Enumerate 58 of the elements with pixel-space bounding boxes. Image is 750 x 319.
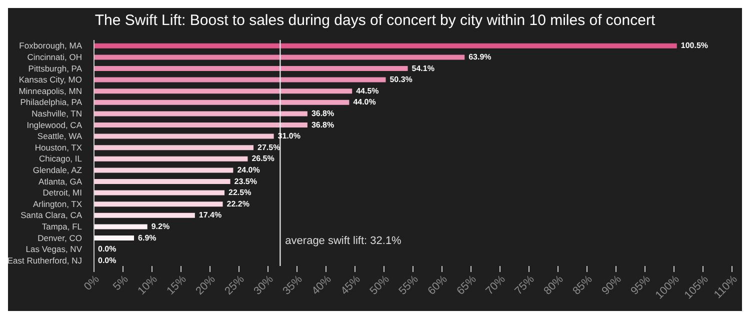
x-tick-label: 90%: [600, 273, 624, 298]
y-tick-label: Santa Clara, CA: [20, 210, 82, 220]
y-tick-label: Cincinnati, OH: [27, 52, 82, 62]
x-tick-label: 0%: [82, 273, 102, 294]
x-tick-label: 40%: [310, 273, 334, 298]
data-label: 100.5%: [680, 41, 708, 50]
data-label: 6.9%: [138, 233, 156, 242]
x-tick-label: 80%: [542, 273, 566, 298]
y-tick-label: Denver, CO: [38, 232, 82, 243]
data-label: 44.5%: [356, 86, 379, 96]
x-tick-label: 50%: [368, 273, 392, 298]
y-tick-label: Pittsburgh, PA: [28, 63, 82, 74]
y-tick-label: East Rutherford, NJ: [7, 255, 82, 266]
x-tick-label: 70%: [484, 273, 508, 298]
data-label: 50.3%: [390, 75, 412, 84]
x-tick-label: 30%: [252, 273, 276, 298]
data-label: 24.0%: [237, 165, 260, 174]
x-tick-label: 15%: [164, 273, 189, 298]
x-tick-label: 10%: [136, 273, 160, 298]
y-tick-label: Houston, TX: [34, 142, 82, 152]
y-tick-label: Glendale, AZ: [32, 164, 82, 175]
data-label: 0.0%: [98, 244, 116, 254]
data-label: 36.8%: [311, 108, 334, 118]
x-tick-label: 5%: [111, 273, 131, 294]
data-label: 54.1%: [412, 64, 434, 73]
x-tick-label: 35%: [280, 273, 305, 298]
y-tick-label: Seattle, WA: [37, 131, 82, 142]
y-tick-label: Philadelphia, PA: [20, 97, 82, 108]
y-tick-label: Chicago, IL: [39, 154, 82, 164]
data-label: 44.0%: [353, 98, 376, 107]
x-tick-label: 55%: [396, 273, 421, 298]
x-tick-label: 75%: [512, 273, 537, 298]
y-tick-label: Kansas City, MO: [18, 74, 82, 85]
x-tick-label: 85%: [570, 273, 595, 298]
y-tick-label: Inglewood, CA: [26, 120, 82, 130]
chart-title: The Swift Lift: Boost to sales during days of concert by city within 10 miles of concert: [94, 11, 656, 31]
data-label: 36.8%: [311, 120, 334, 130]
data-label: 17.4%: [198, 210, 222, 220]
data-label: 9.2%: [151, 222, 170, 231]
y-tick-label: Detroit, MI: [42, 188, 82, 198]
data-label: 0.0%: [98, 256, 116, 265]
data-label: 22.2%: [226, 199, 250, 208]
y-tick-label: Las Vegas, NV: [26, 244, 82, 254]
x-tick-label: 45%: [338, 273, 363, 298]
x-tick-label: 95%: [628, 273, 653, 298]
ref-line-label: average swift lift: 32.1%: [285, 235, 402, 247]
y-tick-label: Tampa, FL: [42, 221, 82, 232]
data-label: 23.5%: [234, 176, 257, 186]
x-tick-label: 60%: [426, 273, 450, 298]
y-tick-label: Arlington, TX: [33, 198, 82, 209]
data-label: 22.5%: [228, 188, 252, 198]
y-tick-label: Foxborough, MA: [19, 40, 82, 51]
x-tick-label: 65%: [454, 273, 479, 298]
data-label: 26.5%: [252, 154, 274, 164]
y-tick-label: Minneapolis, MN: [18, 86, 82, 96]
data-label: 63.9%: [468, 52, 492, 62]
y-tick-label: Nashville, TN: [32, 108, 82, 118]
y-tick-label: Atlanta, GA: [38, 176, 82, 186]
